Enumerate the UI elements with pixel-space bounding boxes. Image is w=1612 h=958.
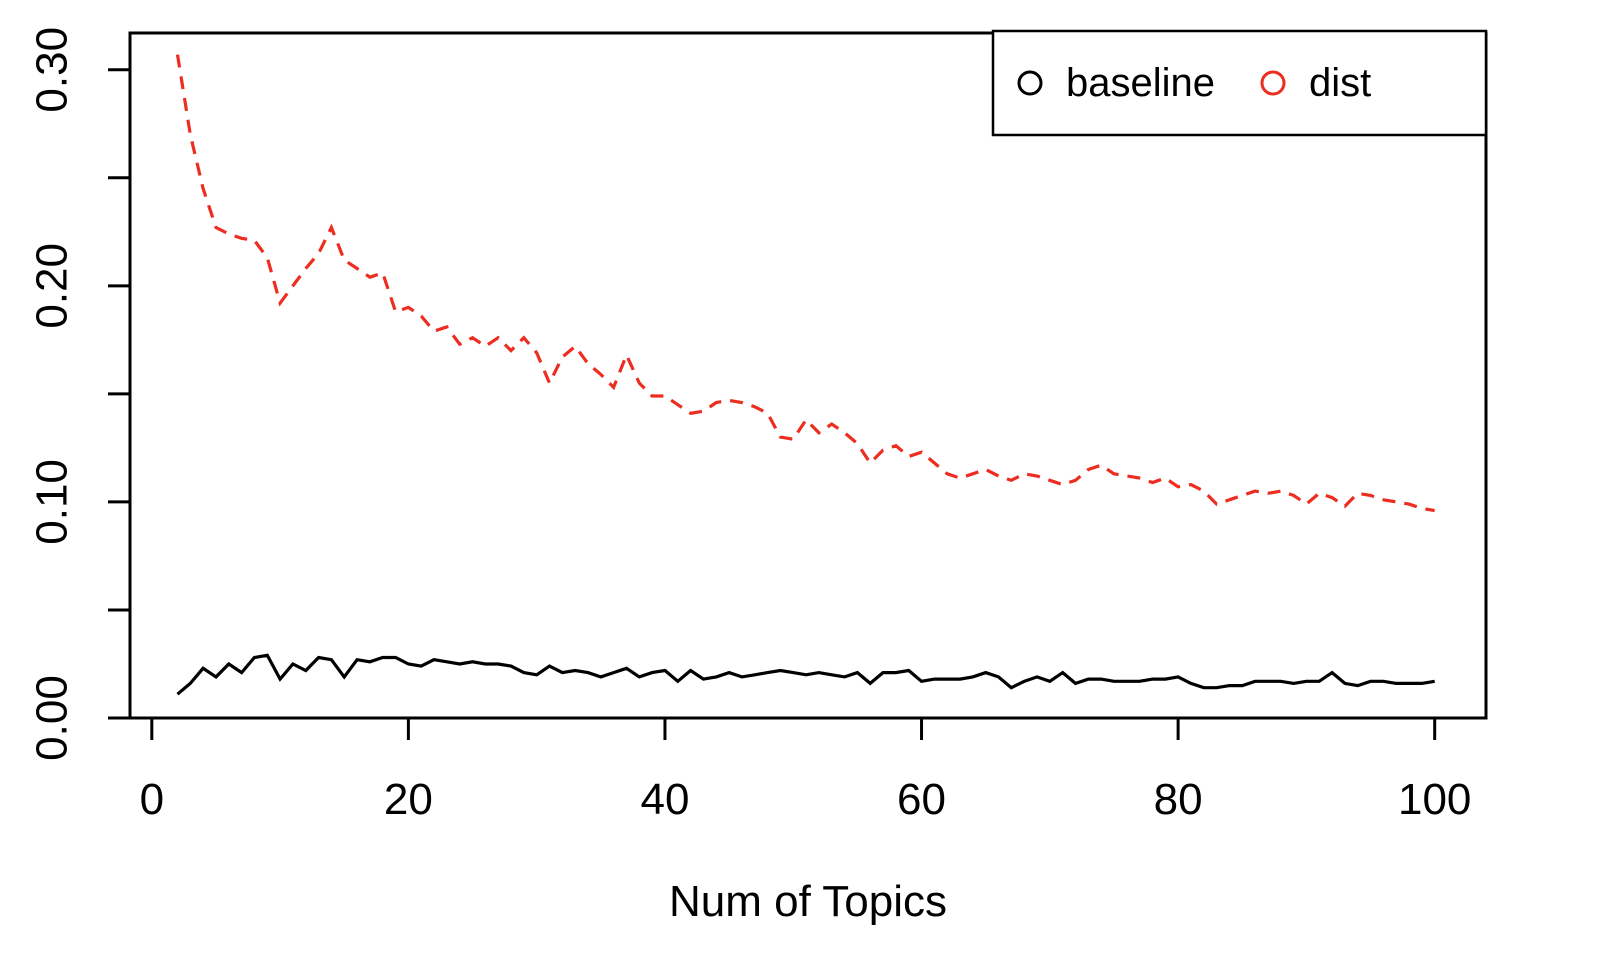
legend-label-baseline: baseline [1066,61,1215,105]
x-tick-label: 40 [640,775,689,824]
legend-box [991,29,1488,137]
y-tick-label: 0.00 [28,675,77,761]
legend-label-dist: dist [1309,61,1371,105]
x-tick-label: 80 [1154,775,1203,824]
y-tick-label: 0.10 [28,459,77,545]
y-tick-label: 0.20 [28,243,77,329]
x-tick-label: 60 [897,775,946,824]
y-tick-label: 0.30 [28,27,77,113]
legend: baseline dist [991,29,1488,137]
x-tick-label: 100 [1398,775,1471,824]
x-axis-title: Num of Topics [669,877,947,926]
legend-marker-dist-icon [1260,70,1286,96]
series-line-baseline [176,653,1435,696]
x-tick-label: 20 [384,775,433,824]
y-axis-ticks: 0.00 0.10 0.20 0.30 [28,27,130,761]
x-axis-ticks: 0 20 40 60 80 100 [140,718,1471,824]
series-line-dist [175,54,1435,513]
series-group [175,54,1435,696]
x-tick-label: 0 [140,775,164,824]
plot-border-box [128,31,1488,720]
legend-marker-baseline-icon [1017,70,1043,96]
